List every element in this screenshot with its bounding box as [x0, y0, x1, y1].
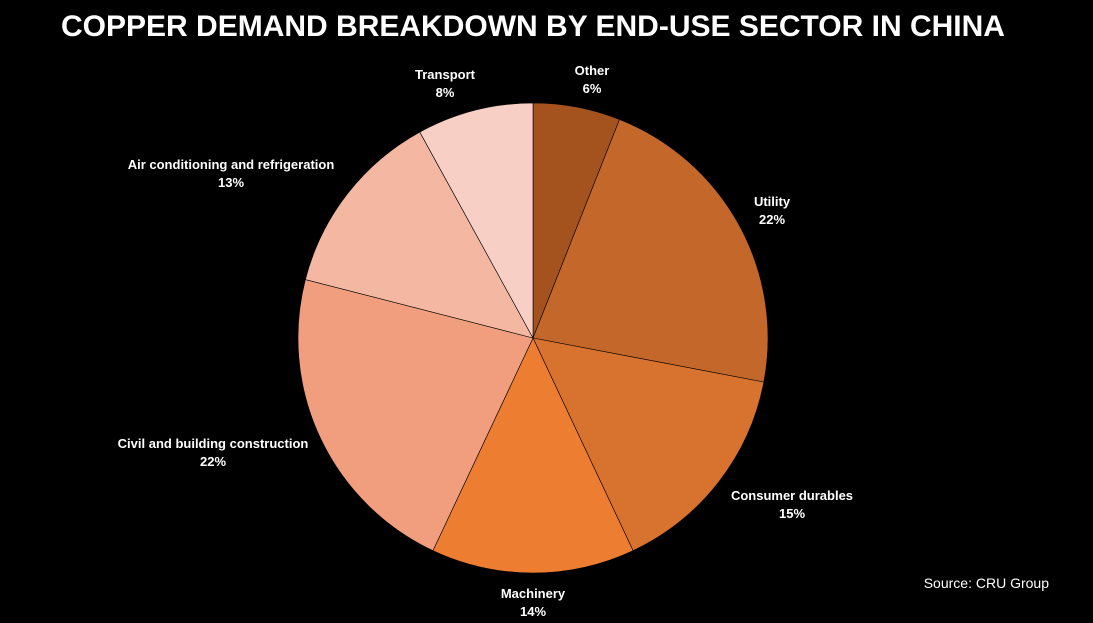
slice-name: Consumer durables	[731, 488, 853, 503]
slice-percent: 22%	[200, 454, 226, 469]
pie-slices	[297, 102, 769, 574]
slice-label-air-conditioning-and-refrigeration: Air conditioning and refrigeration 13%	[128, 157, 335, 190]
slice-name: Civil and building construction	[118, 436, 309, 451]
slice-label-utility: Utility 22%	[754, 194, 791, 227]
pie-slice-transport	[419, 102, 534, 339]
slice-label-civil-and-building-construction: Civil and building construction 22%	[118, 436, 309, 469]
slice-percent: 13%	[218, 175, 244, 190]
pie-slice-air-conditioning-and-refrigeration	[305, 131, 534, 339]
slice-percent: 15%	[779, 506, 805, 521]
pie-labels: Other 6% Utility 22% Consumer durables 15% Mac…	[118, 63, 853, 619]
slice-name: Transport	[415, 67, 476, 82]
slice-percent: 22%	[759, 212, 785, 227]
slice-label-machinery: Machinery 14%	[501, 586, 566, 619]
pie-slice-machinery	[432, 337, 634, 574]
pie-slice-consumer-durables	[532, 337, 765, 552]
slice-name: Other	[575, 63, 610, 78]
slice-name: Machinery	[501, 586, 566, 601]
slice-label-transport: Transport 8%	[415, 67, 476, 100]
slice-name: Air conditioning and refrigeration	[128, 157, 335, 172]
pie-slice-civil-and-building-construction	[297, 279, 534, 552]
chart-title: COPPER DEMAND BREAKDOWN BY END-USE SECTO…	[61, 10, 1005, 43]
slice-percent: 8%	[436, 85, 455, 100]
slice-percent: 14%	[520, 604, 546, 619]
slice-name: Utility	[754, 194, 791, 209]
pie-slice-utility	[532, 119, 769, 383]
source-note: Source: CRU Group	[923, 575, 1049, 591]
slice-percent: 6%	[583, 81, 602, 96]
slice-label-consumer-durables: Consumer durables 15%	[731, 488, 853, 521]
slice-label-other: Other 6%	[575, 63, 610, 96]
